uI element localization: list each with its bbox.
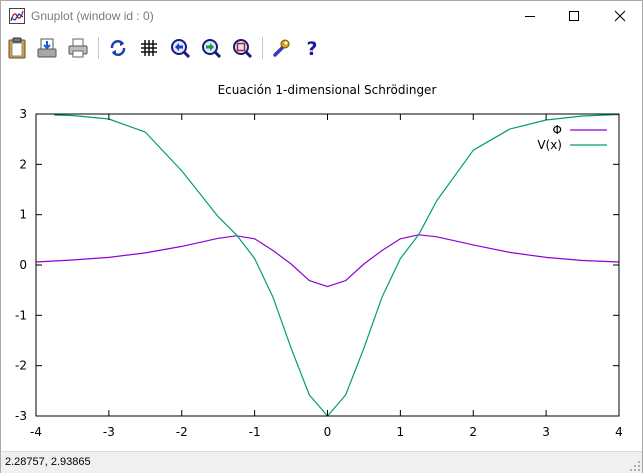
x-tick-label: -3 bbox=[103, 425, 115, 439]
plot-frame bbox=[35, 113, 620, 417]
legend-label-phi: Φ bbox=[553, 123, 562, 137]
chart-title: Ecuación 1-dimensional Schrödinger bbox=[218, 83, 437, 97]
zoom-next-button[interactable] bbox=[199, 36, 223, 60]
zoom-previous-icon bbox=[171, 39, 191, 59]
grid-icon bbox=[141, 40, 157, 56]
help-button[interactable]: ? bbox=[300, 36, 324, 60]
window-title: Gnuplot (window id : 0) bbox=[31, 9, 154, 23]
print-button[interactable] bbox=[66, 36, 90, 60]
maximize-button[interactable] bbox=[552, 1, 596, 31]
x-tick-label: 1 bbox=[397, 425, 405, 439]
close-button[interactable] bbox=[598, 1, 642, 31]
save-button[interactable] bbox=[35, 36, 59, 60]
zoom-unzoom-icon bbox=[233, 39, 253, 59]
unzoom-button[interactable] bbox=[230, 36, 254, 60]
legend-label-potential: V(x) bbox=[537, 138, 562, 152]
x-tick-label: -1 bbox=[249, 425, 261, 439]
toggle-grid-button[interactable] bbox=[137, 36, 161, 60]
copy-to-clipboard-button[interactable] bbox=[5, 36, 29, 60]
plot-canvas: Ecuación 1-dimensional Schrödinger -4 -3-… bbox=[15, 83, 623, 439]
zoom-previous-button[interactable] bbox=[168, 36, 192, 60]
mouse-coordinates: 2.28757, 2.93865 bbox=[5, 456, 91, 468]
x-tick-label: -4 bbox=[30, 425, 42, 439]
minimize-icon bbox=[525, 16, 535, 17]
save-icon bbox=[37, 38, 57, 58]
zoom-next-icon bbox=[202, 39, 222, 59]
status-bar: 2.28757, 2.93865 bbox=[1, 451, 642, 473]
y-tick-label: 0 bbox=[19, 258, 27, 272]
gnuplot-app-icon bbox=[9, 8, 25, 24]
options-button[interactable] bbox=[269, 36, 293, 60]
clipboard-icon bbox=[8, 37, 26, 59]
y-tick-label: -3 bbox=[15, 409, 27, 423]
plot-area[interactable]: Ecuación 1-dimensional Schrödinger -4 -3-… bbox=[1, 65, 642, 450]
help-icon: ? bbox=[306, 38, 317, 59]
options-icon bbox=[273, 39, 290, 57]
y-tick-label: 3 bbox=[19, 107, 27, 121]
minimize-button[interactable] bbox=[508, 1, 552, 31]
x-tick-label: -2 bbox=[176, 425, 188, 439]
replot-icon bbox=[110, 40, 126, 56]
series-line-phi bbox=[35, 234, 620, 288]
legend: ΦV(x) bbox=[537, 123, 607, 152]
toolbar-separator bbox=[98, 37, 99, 59]
maximize-icon bbox=[569, 11, 579, 21]
svg-text:?: ? bbox=[306, 38, 317, 59]
x-tick-label: 0 bbox=[324, 425, 332, 439]
series-line-potential bbox=[54, 113, 620, 417]
x-tick-label: 4 bbox=[615, 425, 623, 439]
print-icon bbox=[68, 38, 88, 58]
title-bar[interactable]: Gnuplot (window id : 0) bbox=[1, 1, 642, 31]
toolbar: ? bbox=[1, 32, 642, 65]
resize-grip-icon[interactable] bbox=[629, 460, 641, 472]
x-tick-label: 2 bbox=[469, 425, 477, 439]
y-tick-label: 1 bbox=[19, 208, 27, 222]
y-tick-label: 2 bbox=[19, 157, 27, 171]
x-tick-label: 3 bbox=[542, 425, 550, 439]
y-tick-label: -2 bbox=[15, 359, 27, 373]
toolbar-separator bbox=[262, 37, 263, 59]
replot-button[interactable] bbox=[106, 36, 130, 60]
y-tick-label: -1 bbox=[15, 308, 27, 322]
close-icon bbox=[614, 10, 626, 22]
